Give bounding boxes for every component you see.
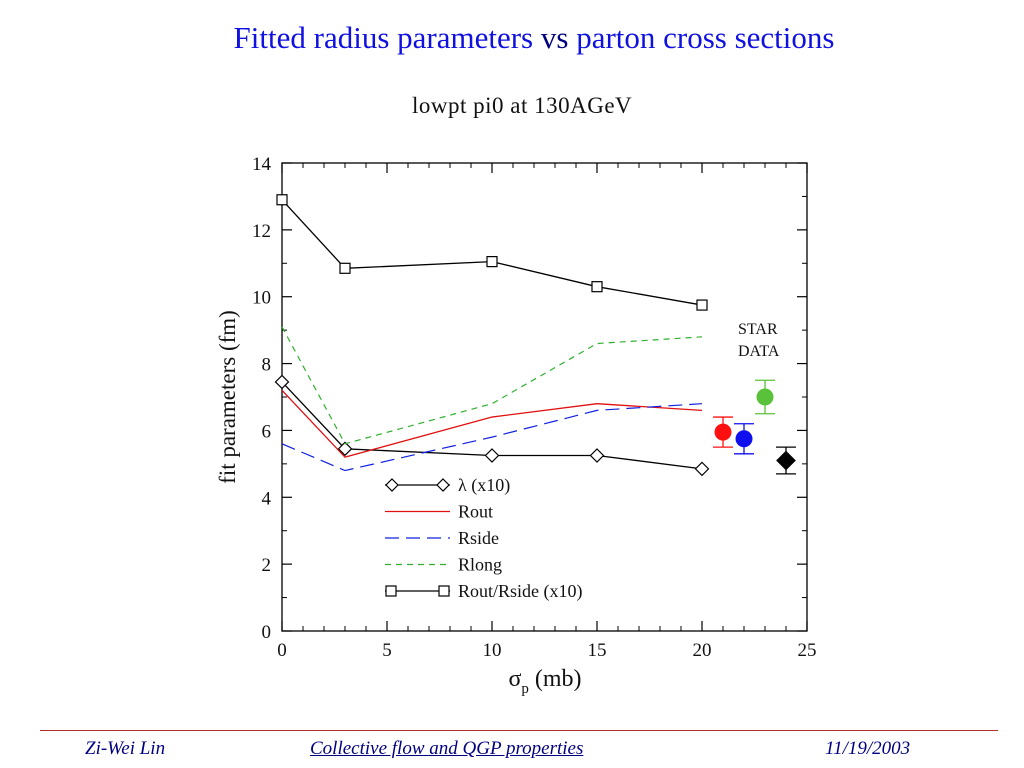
data-point-0-1 [337, 441, 353, 457]
slide-title: Fitted radius parameters vs parton cross… [0, 20, 1024, 56]
legend-marker-0 [436, 478, 450, 492]
plot-frame [281, 162, 808, 632]
star-point-3 [776, 450, 796, 471]
legend-marker-0 [385, 478, 399, 492]
footer-divider [40, 730, 998, 731]
legend-label-1: Rout [458, 502, 493, 522]
slide-title-part2: parton cross sections [576, 20, 835, 55]
x-tick-label: 25 [798, 640, 817, 661]
legend-marker-4 [385, 585, 397, 597]
footer-date: 11/19/2003 [825, 738, 911, 759]
y-tick-label: 8 [262, 355, 272, 376]
y-tick-label: 12 [252, 221, 271, 242]
x-tick-label: 15 [588, 640, 607, 661]
slide-title-vs: vs [540, 20, 569, 55]
legend-marker-4 [438, 585, 450, 597]
legend-label-3: Rlong [458, 555, 502, 575]
star-data-label: DATA [738, 343, 780, 360]
data-point-4-4 [696, 299, 708, 311]
y-tick-label: 4 [262, 488, 272, 509]
x-tick-label: 10 [483, 640, 502, 661]
star-point-2 [756, 388, 774, 406]
y-axis-label: fit parameters (fm) [215, 310, 240, 484]
series-line-1 [281, 389, 703, 458]
x-tick-label: 20 [693, 640, 712, 661]
data-point-0-2 [484, 448, 500, 463]
y-tick-label: 0 [262, 622, 272, 643]
footer-author: Zi-Wei Lin [85, 738, 166, 759]
data-point-0-0 [274, 374, 290, 390]
series-line-4 [281, 199, 703, 306]
y-tick-label: 10 [252, 288, 271, 309]
legend-label-4: Rout/Rside (x10) [458, 581, 583, 602]
chart-title: lowpt pi0 at 130AGeV [412, 93, 633, 118]
footer-talk-title: Collective flow and QGP properties [310, 738, 584, 759]
data-point-4-0 [276, 194, 288, 206]
data-point-4-1 [339, 262, 351, 274]
legend-label-2: Rside [458, 528, 499, 548]
star-point-1 [735, 430, 753, 448]
slide-title-part1: Fitted radius parameters [233, 20, 534, 55]
data-point-0-3 [589, 448, 605, 463]
series-line-3 [281, 326, 703, 445]
data-point-0-4 [694, 461, 710, 477]
y-tick-label: 2 [262, 555, 272, 576]
y-tick-label: 6 [262, 421, 272, 442]
y-tick-label: 14 [252, 154, 272, 175]
legend-label-0: λ (x10) [458, 475, 510, 496]
x-tick-label: 0 [277, 640, 287, 661]
star-point-0 [714, 423, 732, 441]
series-line-2 [281, 403, 703, 472]
star-data-label: STAR [738, 321, 778, 338]
data-point-4-3 [591, 281, 603, 293]
x-tick-label: 5 [382, 640, 392, 661]
x-axis-label: σp (mb) [508, 666, 581, 697]
data-point-4-2 [486, 256, 498, 268]
